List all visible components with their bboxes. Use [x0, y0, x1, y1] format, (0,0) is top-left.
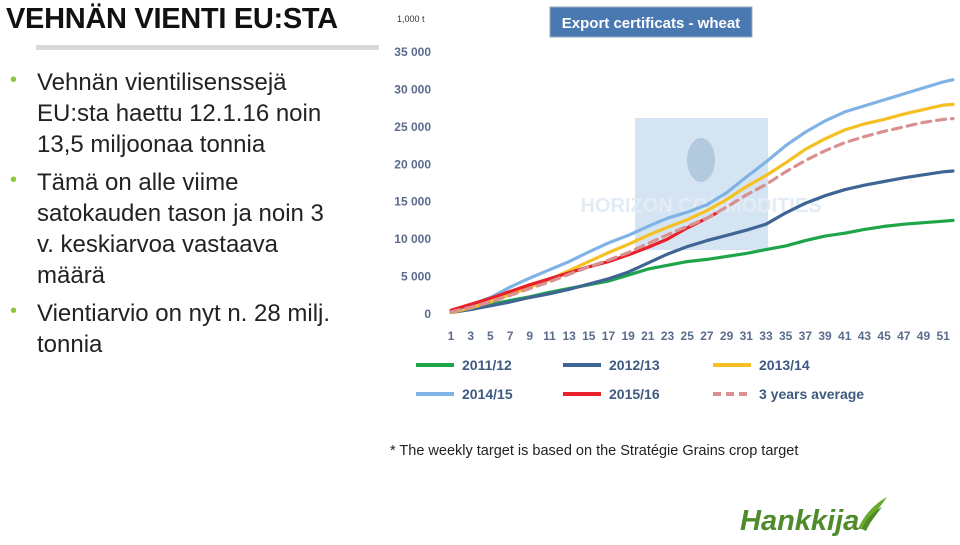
- leaf-icon: [858, 497, 887, 529]
- y-tick-label: 25 000: [394, 120, 431, 134]
- x-tick-label: 13: [562, 329, 576, 343]
- x-tick-label: 39: [818, 329, 832, 343]
- x-tick-label: 19: [621, 329, 635, 343]
- bullet-list: • Vehnän vientilisenssejä EU:sta haettu 1…: [10, 67, 340, 367]
- chart-svg: HORIZON COMMODITIES Export certificats -…: [390, 6, 955, 459]
- x-tick-label: 37: [799, 329, 813, 343]
- y-tick-label: 0: [424, 307, 431, 321]
- x-tick-label: 27: [700, 329, 714, 343]
- chart-legend: 2011/12 2012/13 2013/14 2014/15 2015/16 3 yea…: [416, 357, 864, 402]
- bullet-dot-icon: •: [10, 69, 18, 91]
- x-tick-label: 1: [448, 329, 455, 343]
- legend-label: 2012/13: [609, 357, 660, 373]
- bullet-item: • Vientiarvio on nyt n. 28 milj. tonnia: [10, 298, 340, 360]
- x-tick-label: 41: [838, 329, 852, 343]
- chart-footnote: * The weekly target is based on the Stra…: [390, 443, 798, 459]
- title-underline: [36, 45, 379, 50]
- x-tick-label: 35: [779, 329, 793, 343]
- chart-lines: [449, 78, 955, 315]
- x-tick-label: 3: [467, 329, 474, 343]
- y-tick-label: 10 000: [394, 232, 431, 246]
- x-tick-label: 5: [487, 329, 494, 343]
- chart-axes: 0 5 000 10 000 15 000 20 000 25 000 30 000 35 0…: [394, 45, 950, 343]
- y-tick-label: 5 000: [401, 270, 431, 284]
- bullet-text: Vehnän vientilisenssejä EU:sta haettu 12…: [37, 69, 322, 158]
- x-tick-label: 7: [507, 329, 514, 343]
- bullet-text: Vientiarvio on nyt n. 28 milj. tonnia: [37, 300, 331, 358]
- x-tick-label: 23: [661, 329, 675, 343]
- y-tick-label: 15 000: [394, 195, 431, 209]
- bullet-item: • Tämä on alle viime satokauden tason ja …: [10, 167, 340, 291]
- series-line: [449, 117, 955, 314]
- watermark-logo: HORIZON COMMODITIES: [580, 118, 822, 250]
- hankkija-logo: Hankkija: [740, 497, 887, 537]
- slide-title: VEHNÄN VIENTI EU:STA: [6, 3, 338, 35]
- x-tick-label: 21: [641, 329, 655, 343]
- chart-title: Export certificats - wheat: [562, 15, 740, 32]
- y-tick-label: 30 000: [394, 82, 431, 96]
- x-tick-label: 9: [526, 329, 533, 343]
- leaf-icon: [862, 507, 882, 531]
- x-tick-label: 33: [759, 329, 773, 343]
- y-unit-label: 1,000 t: [397, 14, 425, 24]
- logo-text: Hankkija: [740, 505, 859, 537]
- bullet-dot-icon: •: [10, 300, 18, 322]
- x-tick-label: 45: [877, 329, 891, 343]
- x-tick-label: 49: [917, 329, 931, 343]
- legend-label: 2014/15: [462, 386, 513, 402]
- x-tick-label: 31: [740, 329, 754, 343]
- x-tick-label: 51: [936, 329, 950, 343]
- legend-label: 2011/12: [462, 357, 512, 373]
- legend-label: 2015/16: [609, 386, 660, 402]
- export-chart: HORIZON COMMODITIES Export certificats -…: [383, 0, 960, 470]
- x-tick-label: 43: [858, 329, 872, 343]
- x-tick-label: 15: [582, 329, 596, 343]
- y-tick-label: 35 000: [394, 45, 431, 59]
- chart-title-box: [549, 6, 753, 38]
- bullet-dot-icon: •: [10, 169, 18, 191]
- legend-label: 2013/14: [759, 357, 810, 373]
- x-tick-label: 47: [897, 329, 911, 343]
- series-line: [449, 78, 955, 314]
- series-line: [449, 102, 955, 315]
- x-tick-label: 25: [681, 329, 695, 343]
- watermark-grain-icon: [687, 138, 715, 182]
- x-tick-label: 29: [720, 329, 734, 343]
- legend-label: 3 years average: [759, 386, 864, 402]
- x-tick-label: 17: [602, 329, 616, 343]
- x-tick-label: 11: [543, 329, 556, 343]
- bullet-text: Tämä on alle viime satokauden tason ja n…: [37, 169, 324, 289]
- y-tick-label: 20 000: [394, 157, 431, 171]
- bullet-item: • Vehnän vientilisenssejä EU:sta haettu 1…: [10, 67, 340, 160]
- series-line: [449, 169, 955, 315]
